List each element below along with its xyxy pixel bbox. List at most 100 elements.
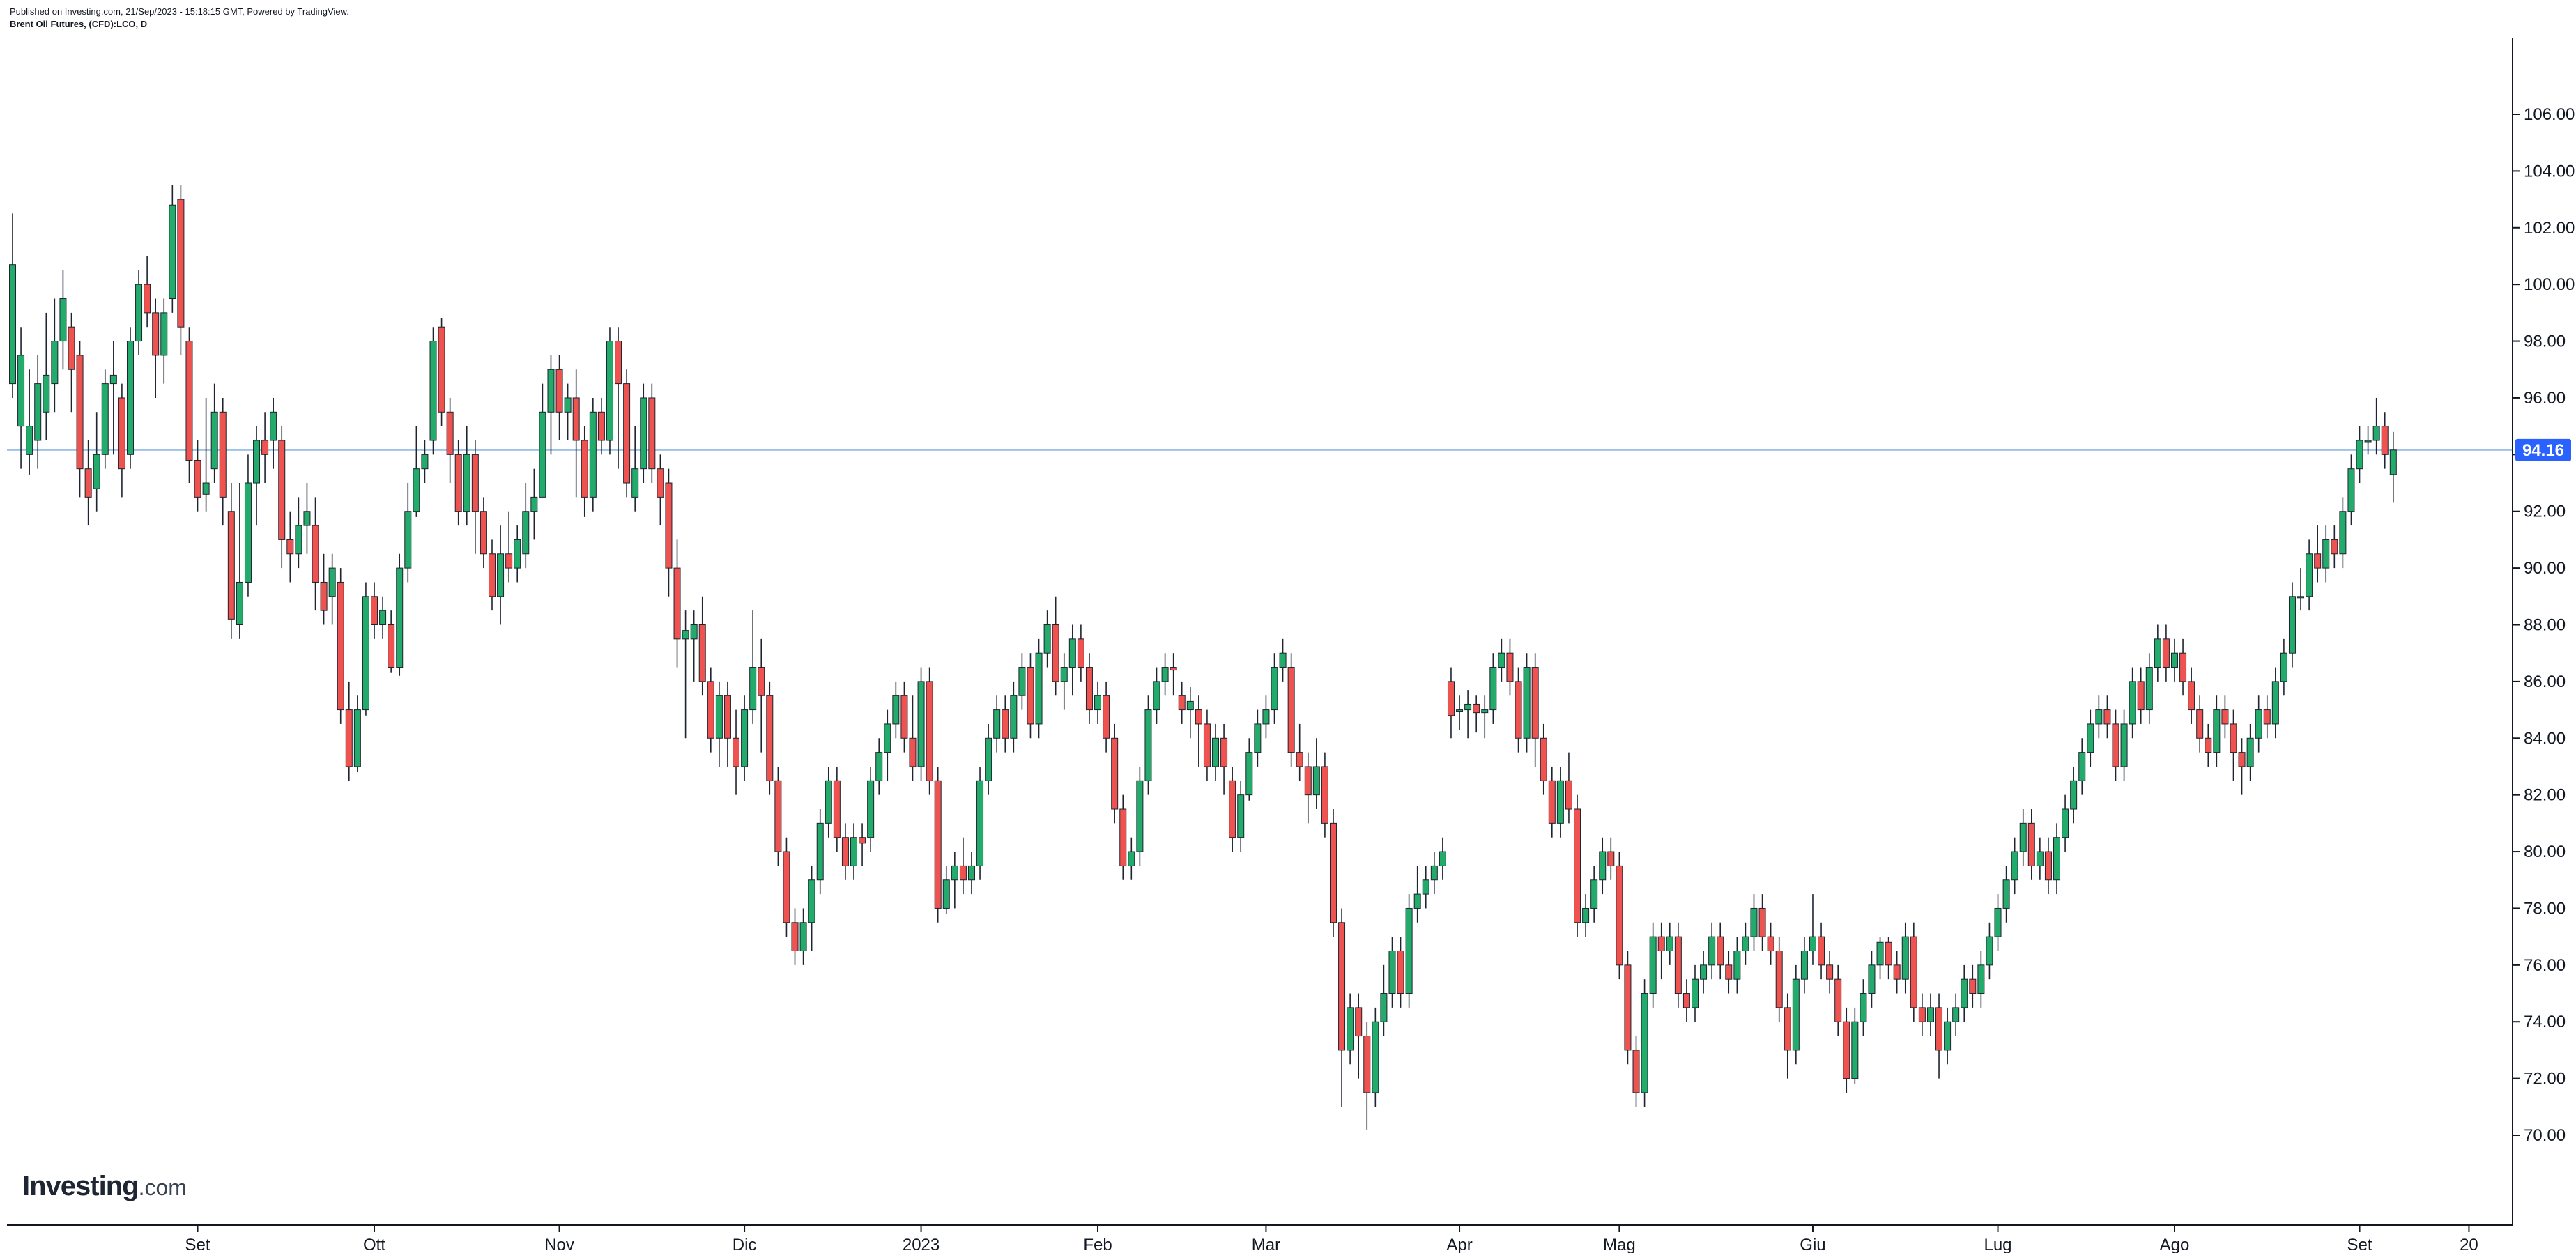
- candle: [640, 383, 647, 484]
- x-tick-label: Feb: [1083, 1236, 1112, 1253]
- candle-body: [1212, 737, 1220, 767]
- candle: [1254, 709, 1262, 767]
- candle-body: [1574, 808, 1581, 923]
- candle: [623, 369, 631, 498]
- candle: [522, 483, 530, 569]
- candle-body: [1027, 667, 1034, 725]
- candle-body: [59, 298, 67, 342]
- last-price-badge: [2515, 438, 2571, 461]
- candle: [1961, 964, 1968, 1022]
- candle: [1843, 1007, 1850, 1093]
- candle: [1885, 937, 1892, 980]
- candle: [597, 397, 605, 455]
- candle-body: [1918, 1007, 1926, 1022]
- candle-body: [438, 326, 445, 413]
- candle-body: [379, 610, 387, 625]
- candle-body: [505, 553, 513, 569]
- candle: [1153, 667, 1160, 724]
- candle: [1170, 653, 1177, 696]
- candle-body: [733, 737, 740, 767]
- candle: [1304, 752, 1312, 824]
- candle: [2011, 837, 2018, 895]
- candle: [1002, 695, 1009, 753]
- candle: [1809, 894, 1816, 965]
- candle-body: [26, 426, 33, 455]
- candle-body: [1388, 950, 1396, 994]
- candle: [926, 667, 933, 795]
- candle-body: [446, 411, 454, 455]
- candle: [1195, 695, 1202, 767]
- candle-body: [1851, 1021, 1859, 1079]
- candle: [1052, 596, 1059, 696]
- candle-body: [480, 511, 487, 555]
- candle-body: [1725, 964, 1733, 980]
- candle: [733, 709, 740, 795]
- candle: [1296, 723, 1303, 781]
- candle: [135, 270, 143, 355]
- candle: [1136, 766, 1144, 866]
- candle: [388, 610, 395, 673]
- candle: [900, 681, 908, 753]
- candle: [1792, 964, 1800, 1065]
- candle-body: [816, 822, 824, 881]
- candle-body: [1590, 879, 1598, 909]
- candle: [1834, 964, 1842, 1036]
- candle-body: [421, 454, 429, 470]
- candle: [1515, 667, 1522, 753]
- candle-body: [741, 709, 749, 767]
- candle-body: [2053, 837, 2061, 881]
- candle-body: [1876, 941, 1884, 966]
- candle-body: [951, 865, 958, 881]
- candle-body: [1717, 936, 1724, 966]
- candle: [1144, 695, 1152, 795]
- candle: [1119, 794, 1127, 880]
- candle-body: [1010, 695, 1018, 739]
- candle-body: [1910, 936, 1917, 1008]
- candle-body: [715, 695, 723, 739]
- candle-body: [1649, 936, 1657, 994]
- candle: [589, 397, 597, 512]
- candle-body: [926, 681, 933, 781]
- candle: [1413, 866, 1421, 923]
- candle-body: [1893, 964, 1901, 980]
- candle: [1439, 837, 1446, 880]
- candle: [859, 823, 866, 866]
- candle: [84, 440, 92, 526]
- candle-body: [648, 397, 656, 470]
- candle: [345, 681, 353, 781]
- candle: [76, 341, 84, 498]
- candle-body: [522, 511, 530, 555]
- candle: [1565, 752, 1572, 824]
- candle: [707, 667, 714, 753]
- candle-body: [278, 440, 286, 540]
- candle: [2364, 426, 2372, 455]
- candle: [1085, 653, 1093, 724]
- candle-body: [1119, 808, 1127, 866]
- candle: [353, 695, 361, 773]
- candle: [1860, 979, 1867, 1036]
- x-tick-label: Ott: [363, 1236, 385, 1253]
- candle-body: [514, 539, 521, 569]
- candle-body: [2011, 851, 2018, 881]
- candle-body: [160, 312, 168, 356]
- candle-body: [1085, 667, 1093, 711]
- x-tick-label: Mar: [1252, 1236, 1280, 1253]
- candle: [1043, 610, 1051, 668]
- candle-body: [1060, 667, 1068, 682]
- candle: [1128, 837, 1135, 880]
- candle-body: [1986, 936, 1993, 966]
- candle: [758, 638, 765, 753]
- candle-body: [1103, 695, 1110, 739]
- candle-body: [9, 264, 16, 385]
- candle: [985, 723, 992, 795]
- candle: [1666, 922, 1673, 965]
- x-tick-label: Mag: [1603, 1236, 1636, 1253]
- candle: [539, 383, 546, 498]
- candle-body: [2137, 681, 2145, 711]
- candle: [572, 369, 580, 498]
- y-tick-label: 78.00: [2524, 899, 2566, 918]
- candle: [177, 185, 185, 355]
- candle-body: [2145, 667, 2153, 711]
- candle-body: [2280, 652, 2287, 682]
